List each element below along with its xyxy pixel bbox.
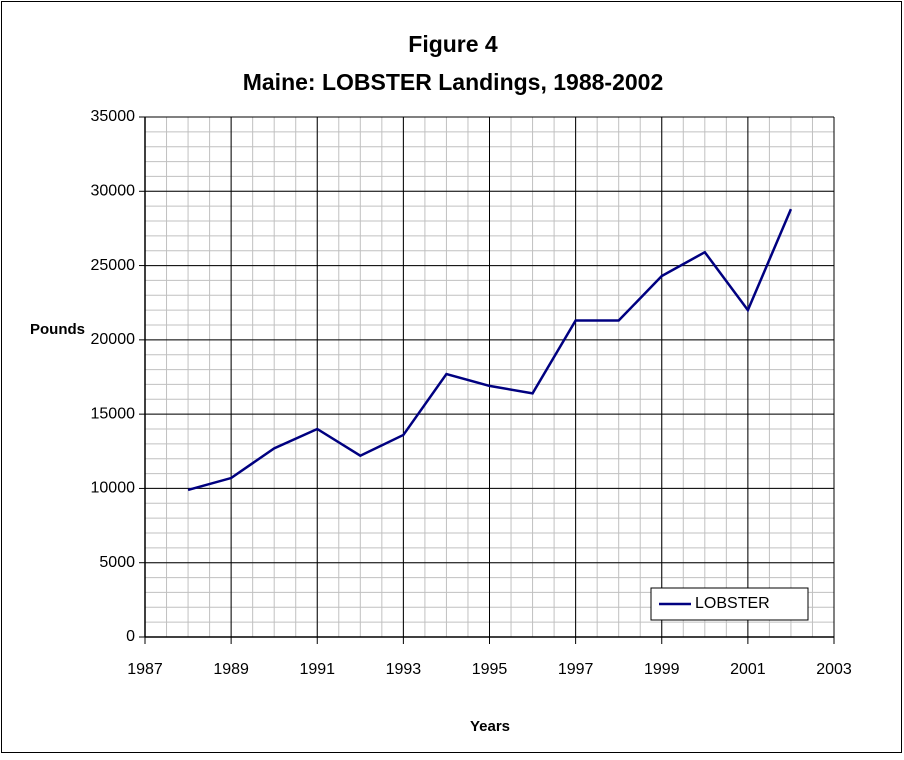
- x-axis-label: Years: [470, 718, 510, 735]
- x-tick-label: 1989: [213, 661, 249, 678]
- x-tick-label: 1995: [472, 661, 508, 678]
- y-tick-label: 25000: [91, 257, 136, 274]
- x-tick-label: 1997: [558, 661, 594, 678]
- x-tick-label: 1987: [127, 661, 163, 678]
- chart-title: Figure 4: [408, 31, 498, 57]
- y-axis-label: Pounds: [30, 321, 85, 338]
- x-tick-label: 1993: [386, 661, 422, 678]
- y-tick-label: 30000: [91, 183, 136, 200]
- x-tick-label: 1999: [644, 661, 680, 678]
- y-tick-label: 35000: [91, 108, 136, 125]
- x-tick-label: 2001: [730, 661, 766, 678]
- y-tick-label: 10000: [91, 480, 136, 497]
- chart-subtitle: Maine: LOBSTER Landings, 1988-2002: [243, 69, 664, 95]
- legend-label: LOBSTER: [695, 595, 770, 612]
- y-tick-label: 0: [126, 628, 135, 645]
- y-tick-label: 20000: [91, 331, 136, 348]
- x-tick-label: 1991: [299, 661, 335, 678]
- series-line: [187, 208, 793, 492]
- y-tick-label: 15000: [91, 405, 136, 422]
- x-tick-label: 2003: [816, 661, 852, 678]
- y-tick-label: 5000: [99, 554, 135, 571]
